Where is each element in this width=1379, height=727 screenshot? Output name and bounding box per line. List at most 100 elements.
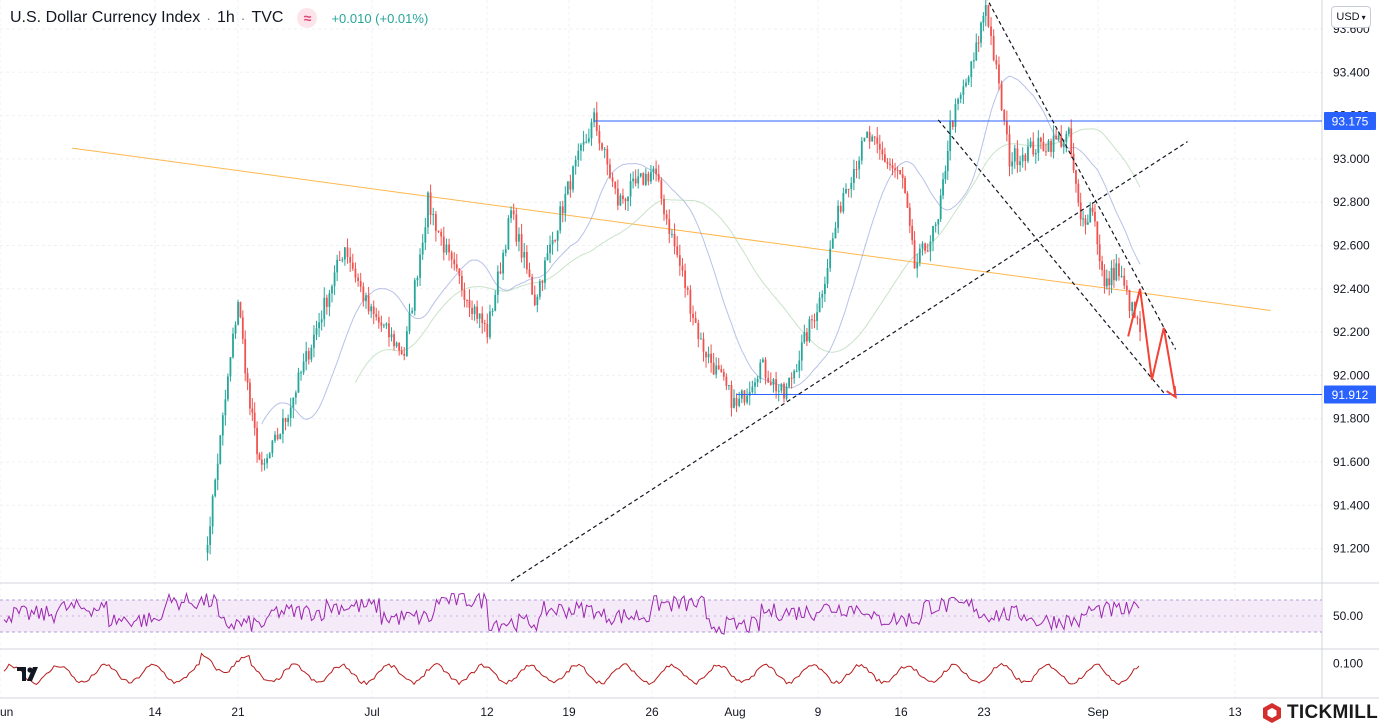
candle-body xyxy=(1011,161,1014,167)
symbol-title[interactable]: U.S. Dollar Currency Index xyxy=(10,9,201,26)
candle-body xyxy=(496,271,499,295)
time-tick-label: 19 xyxy=(562,705,576,719)
candle-body xyxy=(481,313,484,324)
candle-body xyxy=(359,280,362,287)
candle-body xyxy=(839,205,842,212)
candle-body xyxy=(655,168,657,175)
price-tick-label: 91.200 xyxy=(1333,542,1370,556)
candle-body xyxy=(702,338,705,352)
candle-body xyxy=(331,286,333,294)
currency-selector-button[interactable]: USD ▾ xyxy=(1331,6,1371,28)
candle-body xyxy=(1118,263,1120,277)
candle-body xyxy=(800,342,803,361)
candle-body xyxy=(911,225,914,241)
candle-body xyxy=(775,379,777,392)
approx-icon: ≈ xyxy=(297,8,318,28)
candle-body xyxy=(528,269,531,277)
candle-body xyxy=(554,240,557,242)
candle-body xyxy=(694,317,697,323)
candle-body xyxy=(1091,207,1094,212)
candle-body xyxy=(769,382,772,385)
candle-body xyxy=(876,137,879,144)
candle-body xyxy=(908,207,911,226)
candle-body xyxy=(970,61,973,78)
candle-body xyxy=(256,427,258,455)
candle-body xyxy=(1065,133,1068,143)
candle-body xyxy=(611,177,614,182)
candle-body xyxy=(432,214,435,216)
candle-body xyxy=(1027,146,1029,162)
candle-body xyxy=(1094,211,1096,222)
candle-body xyxy=(572,166,574,190)
channel-trend-line xyxy=(986,0,1177,350)
candle-body xyxy=(725,376,728,386)
candle-body xyxy=(1136,317,1139,319)
candle-body xyxy=(305,351,308,362)
candle-body xyxy=(538,281,541,297)
candle-body xyxy=(831,238,834,249)
candle-body xyxy=(382,325,385,327)
candle-body xyxy=(390,334,393,338)
tradingview-logo-icon[interactable] xyxy=(16,665,42,687)
candle-body xyxy=(1034,152,1037,155)
candle-body xyxy=(904,177,906,194)
interval-label[interactable]: 1h xyxy=(216,9,235,26)
time-tick-label: Jul xyxy=(364,705,379,719)
candle-body xyxy=(388,323,390,338)
candle-body xyxy=(266,457,268,464)
candle-body xyxy=(944,171,947,180)
candle-body xyxy=(995,60,998,65)
candle-body xyxy=(692,313,694,318)
candle-body xyxy=(274,434,276,441)
candle-body xyxy=(808,319,811,342)
candle-body xyxy=(460,275,463,291)
candle-body xyxy=(453,259,456,265)
candle-body xyxy=(673,233,676,247)
candle-body xyxy=(333,272,336,287)
candle-body xyxy=(924,243,927,251)
candle-body xyxy=(239,302,242,318)
candle-body xyxy=(1113,267,1115,281)
candle-body xyxy=(400,350,403,354)
time-tick-label: un xyxy=(0,705,13,719)
candle-body xyxy=(918,248,921,263)
brand-name: TICKMILL xyxy=(1287,702,1379,723)
price-tick-label: 91.600 xyxy=(1333,455,1370,469)
time-tick-label: 14 xyxy=(148,705,162,719)
candle-body xyxy=(424,227,427,243)
candle-body xyxy=(639,173,642,177)
candle-body xyxy=(660,180,663,199)
candle-body xyxy=(962,86,965,95)
candle-body xyxy=(816,312,818,321)
candle-body xyxy=(678,255,681,266)
candle-body xyxy=(546,253,549,261)
candle-body xyxy=(582,141,585,145)
candle-body xyxy=(365,295,367,302)
candle-body xyxy=(783,383,785,399)
candle-body xyxy=(289,407,292,418)
candle-body xyxy=(411,310,414,313)
candle-body xyxy=(684,270,687,288)
candle-body xyxy=(949,120,952,152)
candle-body xyxy=(362,286,365,302)
candle-body xyxy=(896,169,899,171)
candle-body xyxy=(1000,83,1003,111)
candle-body xyxy=(1103,270,1106,287)
candle-body xyxy=(975,42,978,61)
candle-body xyxy=(1008,134,1011,167)
candle-body xyxy=(536,296,539,306)
candle-body xyxy=(466,299,468,301)
candle-body xyxy=(518,234,520,242)
candle-body xyxy=(300,372,302,374)
candle-body xyxy=(619,195,622,206)
candle-body xyxy=(502,252,505,274)
candle-body xyxy=(1110,267,1113,286)
candle-body xyxy=(434,214,437,231)
candle-body xyxy=(642,173,645,185)
candle-body xyxy=(764,359,767,378)
candle-body xyxy=(1057,135,1060,140)
candle-body xyxy=(211,496,214,527)
candle-body xyxy=(598,131,601,144)
candle-body xyxy=(710,353,713,363)
